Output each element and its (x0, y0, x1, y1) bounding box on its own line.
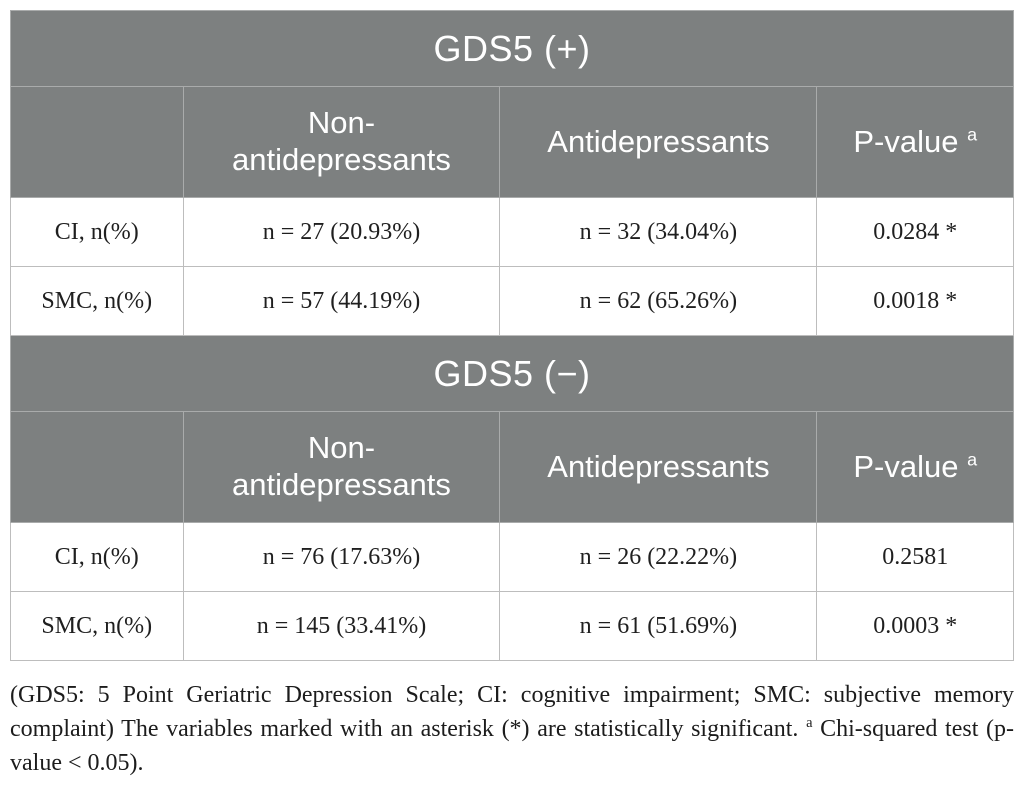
section-title-gds5-plus: GDS5 (+) (10, 10, 1014, 87)
column-header-antidepressants-2: Antidepressants (499, 411, 818, 523)
cell-ci-minus-p-value: 0.2581 (816, 522, 1014, 592)
row-label-smc-plus: SMC, n(%) (10, 266, 184, 336)
cell-ci-minus-antidepressants: n = 26 (22.22%) (499, 522, 818, 592)
column-header-empty-2 (10, 411, 184, 523)
row-label-ci-plus: CI, n(%) (10, 197, 184, 267)
footnote-superscript-a: a (806, 715, 813, 731)
column-header-row-2: Non-antidepressants Antidepressants P-va… (10, 411, 1014, 523)
column-header-p-value-2: P-value a (816, 411, 1014, 523)
gds5-antidepressant-table: GDS5 (+) Non-antidepressants Antidepress… (10, 10, 1014, 661)
cell-smc-plus-non-antidepressants: n = 57 (44.19%) (182, 266, 501, 336)
column-header-empty-1 (10, 86, 184, 198)
cell-smc-plus-p-value: 0.0018 * (816, 266, 1014, 336)
cell-ci-plus-non-antidepressants: n = 27 (20.93%) (182, 197, 501, 267)
column-header-non-antidepressants-1: Non-antidepressants (182, 86, 501, 198)
column-header-row-1: Non-antidepressants Antidepressants P-va… (10, 86, 1014, 198)
cell-ci-plus-p-value: 0.0284 * (816, 197, 1014, 267)
p-value-footnote-marker-2: a (967, 449, 978, 470)
cell-smc-minus-antidepressants: n = 61 (51.69%) (499, 591, 818, 661)
table-row-ci-minus: CI, n(%) n = 76 (17.63%) n = 26 (22.22%)… (10, 522, 1014, 592)
row-label-smc-minus: SMC, n(%) (10, 591, 184, 661)
column-header-antidepressants-1: Antidepressants (499, 86, 818, 198)
footnote-chi-squared-text: Chi-squared test (p-value < 0.05). (10, 716, 1015, 776)
column-header-non-antidepressants-2: Non-antidepressants (182, 411, 501, 523)
footnote-abbreviations-text: (GDS5: 5 Point Geriatric Depression Scal… (10, 682, 1014, 742)
section-header-row-gds5-plus: GDS5 (+) (10, 10, 1014, 87)
section-header-row-gds5-minus: GDS5 (−) (10, 335, 1014, 412)
row-label-ci-minus: CI, n(%) (10, 522, 184, 592)
p-value-label-2: P-value (853, 448, 959, 484)
cell-ci-minus-non-antidepressants: n = 76 (17.63%) (182, 522, 501, 592)
table-row-smc-minus: SMC, n(%) n = 145 (33.41%) n = 61 (51.69… (10, 591, 1014, 661)
cell-smc-minus-non-antidepressants: n = 145 (33.41%) (182, 591, 501, 661)
section-title-gds5-minus: GDS5 (−) (10, 335, 1014, 412)
table-footnote: (GDS5: 5 Point Geriatric Depression Scal… (10, 678, 1014, 780)
cell-smc-plus-antidepressants: n = 62 (65.26%) (499, 266, 818, 336)
table-row-smc-plus: SMC, n(%) n = 57 (44.19%) n = 62 (65.26%… (10, 266, 1014, 336)
table-row-ci-plus: CI, n(%) n = 27 (20.93%) n = 32 (34.04%)… (10, 197, 1014, 267)
p-value-label-1: P-value (853, 123, 959, 159)
p-value-footnote-marker-1: a (967, 124, 978, 145)
column-header-p-value-1: P-value a (816, 86, 1014, 198)
cell-smc-minus-p-value: 0.0003 * (816, 591, 1014, 661)
cell-ci-plus-antidepressants: n = 32 (34.04%) (499, 197, 818, 267)
